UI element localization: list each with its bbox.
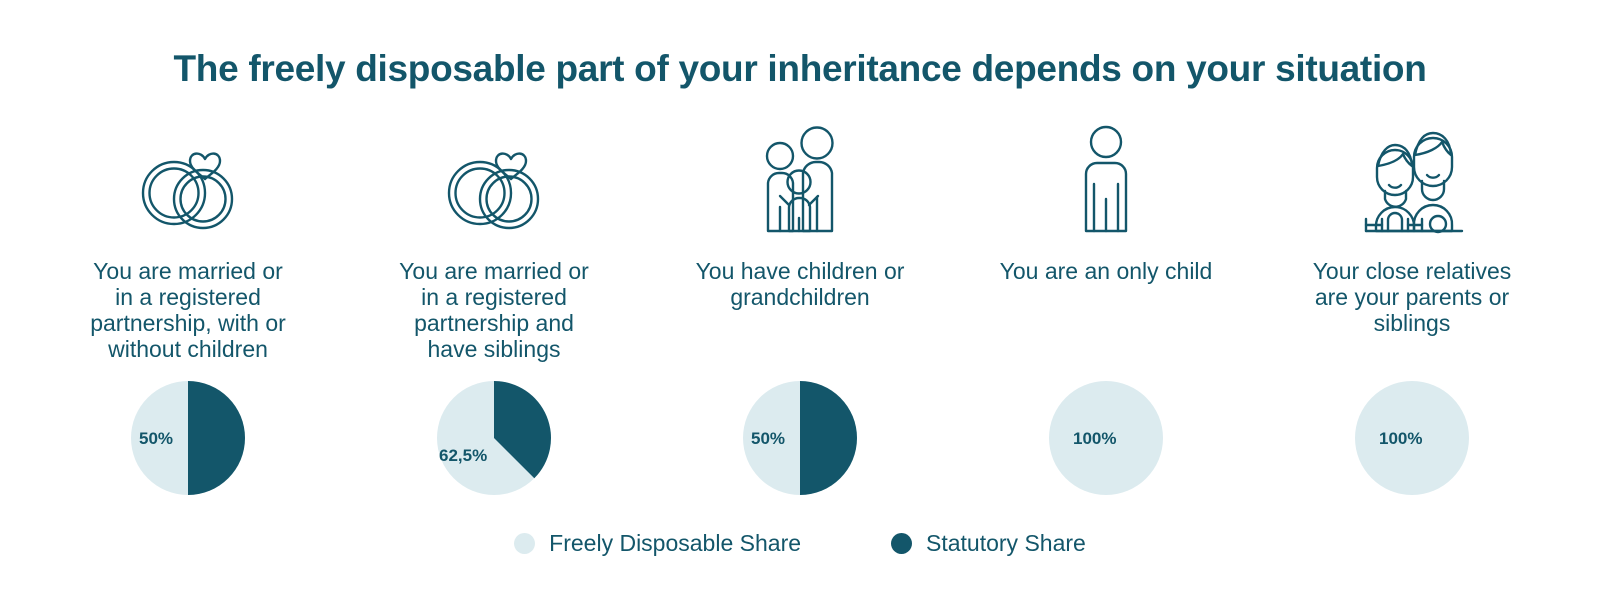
situation-column-3: You have children or grandchildren (647, 120, 953, 310)
label-line: You are married or (399, 258, 589, 284)
pie-chart-3: 50% (735, 373, 865, 503)
label-line: without children (108, 336, 268, 362)
label-line: You are an only child (999, 258, 1213, 284)
pie-chart-slot-2: 62,5% (341, 372, 647, 504)
wedding-rings-heart-icon (132, 120, 244, 242)
family-parents-child-icon (748, 120, 852, 242)
dark-teal-dot-icon (891, 533, 913, 554)
pie-value-5: 100% (1379, 429, 1423, 448)
pie-chart-slot-1: 50% (35, 372, 341, 504)
legend-label-freely-disposable: Freely Disposable Share (549, 530, 802, 556)
pie-value-3: 50% (751, 429, 786, 448)
label-line: are your parents or (1314, 284, 1510, 310)
situation-column-4: You are an only child (953, 120, 1259, 284)
pie-chart-slot-3: 50% (647, 372, 953, 504)
label-line: in a registered (421, 284, 567, 310)
pie-chart-slot-4: 100% (953, 372, 1259, 504)
pie-chart-2: 62,5% (429, 373, 559, 503)
label-line: partnership and (414, 310, 574, 336)
pie-slice-freely-disposable (1355, 381, 1469, 495)
label-line: partnership, with or (90, 310, 286, 336)
two-relatives-icon (1352, 120, 1472, 242)
situation-label-3: You have children or grandchildren (675, 258, 925, 310)
label-line: You are married or (93, 258, 283, 284)
label-line: Your close relatives (1312, 258, 1512, 284)
pie-slice-freely-disposable (1049, 381, 1163, 495)
label-line: siblings (1373, 310, 1451, 336)
pie-value-4: 100% (1073, 429, 1117, 448)
situation-columns: You are married or in a registered partn… (35, 120, 1565, 362)
situation-label-1: You are married or in a registered partn… (63, 258, 313, 362)
pie-value-2: 62,5% (439, 446, 488, 465)
legend-item-freely-disposable: Freely Disposable Share (514, 530, 801, 557)
pie-value-1: 50% (139, 429, 174, 448)
situation-column-1: You are married or in a registered partn… (35, 120, 341, 362)
legend-label-statutory: Statutory Share (926, 530, 1086, 556)
light-teal-dot-icon (514, 533, 536, 554)
pie-chart-5: 100% (1347, 373, 1477, 503)
pie-charts-row: 50% 62,5% 50% (35, 0, 1565, 600)
situation-column-5: Your close relatives are your parents or… (1259, 120, 1565, 336)
wedding-rings-heart-icon (438, 120, 550, 242)
chart-legend: Freely Disposable Share Statutory Share (0, 530, 1600, 557)
situation-label-5: Your close relatives are your parents or… (1287, 258, 1537, 336)
pie-slice-statutory (188, 381, 245, 495)
pie-chart-4: 100% (1041, 373, 1171, 503)
situation-label-4: You are an only child (981, 258, 1231, 284)
label-line: You have children or (695, 258, 905, 284)
label-line: have siblings (427, 336, 561, 362)
legend-item-statutory: Statutory Share (891, 530, 1086, 557)
label-line: grandchildren (730, 284, 870, 310)
single-person-icon (1071, 120, 1141, 242)
situation-label-2: You are married or in a registered partn… (369, 258, 619, 362)
situation-column-2: You are married or in a registered partn… (341, 120, 647, 362)
pie-chart-slot-5: 100% (1259, 372, 1565, 504)
pie-slice-statutory (494, 381, 551, 479)
pie-chart-1: 50% (123, 373, 253, 503)
label-line: in a registered (115, 284, 261, 310)
pie-slice-statutory (800, 381, 857, 495)
page-title: The freely disposable part of your inher… (173, 48, 1427, 89)
